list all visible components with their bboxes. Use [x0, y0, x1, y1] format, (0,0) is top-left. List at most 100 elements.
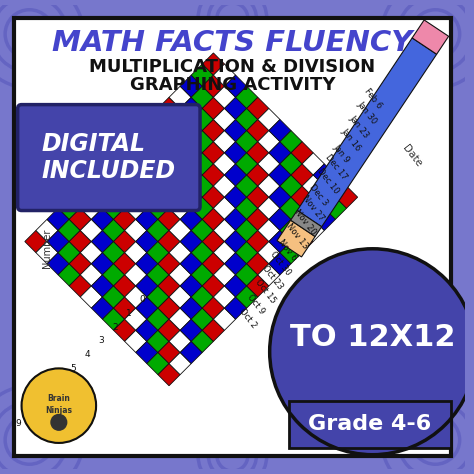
Polygon shape [147, 175, 169, 197]
Polygon shape [102, 264, 125, 286]
Polygon shape [225, 208, 246, 230]
Text: MULTIPLICATION & DIVISION: MULTIPLICATION & DIVISION [89, 58, 375, 76]
Polygon shape [91, 297, 114, 319]
Polygon shape [58, 219, 80, 242]
Polygon shape [258, 264, 280, 286]
Polygon shape [246, 253, 269, 275]
Polygon shape [114, 297, 136, 319]
Polygon shape [225, 297, 246, 319]
Polygon shape [291, 142, 313, 164]
Polygon shape [69, 230, 91, 253]
Polygon shape [69, 275, 91, 297]
Polygon shape [169, 264, 191, 286]
Polygon shape [269, 164, 291, 186]
Polygon shape [136, 253, 158, 275]
Text: 8: 8 [29, 405, 35, 414]
Polygon shape [191, 219, 213, 242]
Polygon shape [202, 208, 225, 230]
Polygon shape [158, 364, 180, 386]
Polygon shape [136, 319, 158, 341]
Polygon shape [125, 153, 147, 175]
Polygon shape [246, 208, 269, 230]
Polygon shape [225, 253, 246, 275]
Polygon shape [213, 242, 236, 264]
Polygon shape [236, 109, 258, 131]
Polygon shape [258, 153, 280, 175]
Polygon shape [269, 208, 291, 230]
Polygon shape [136, 275, 158, 297]
Polygon shape [225, 119, 246, 142]
Polygon shape [191, 330, 213, 353]
Polygon shape [147, 109, 169, 131]
Polygon shape [158, 253, 180, 275]
Polygon shape [91, 208, 114, 230]
Text: Dec 3: Dec 3 [308, 182, 330, 207]
Polygon shape [280, 175, 302, 197]
Polygon shape [158, 97, 180, 119]
Polygon shape [191, 153, 213, 175]
Polygon shape [125, 330, 147, 353]
Polygon shape [280, 153, 302, 175]
Polygon shape [202, 186, 225, 208]
Polygon shape [25, 230, 47, 253]
Text: Oct 23: Oct 23 [261, 264, 285, 291]
Polygon shape [80, 286, 102, 308]
Polygon shape [236, 242, 258, 264]
Text: 0: 0 [139, 295, 145, 304]
Polygon shape [336, 186, 358, 208]
Polygon shape [114, 142, 136, 164]
Polygon shape [80, 219, 102, 242]
Polygon shape [202, 297, 225, 319]
Polygon shape [158, 164, 180, 186]
Polygon shape [125, 131, 147, 153]
Polygon shape [114, 253, 136, 275]
Polygon shape [91, 275, 114, 297]
Polygon shape [125, 308, 147, 330]
Text: 2: 2 [112, 323, 118, 332]
Text: Nov 13: Nov 13 [284, 221, 310, 251]
Text: Oct 30: Oct 30 [269, 250, 293, 277]
Polygon shape [291, 210, 322, 237]
Polygon shape [180, 230, 202, 253]
Polygon shape [246, 230, 269, 253]
Polygon shape [213, 175, 236, 197]
Polygon shape [202, 75, 225, 97]
Polygon shape [225, 75, 246, 97]
Polygon shape [147, 131, 169, 153]
Polygon shape [202, 253, 225, 275]
Text: Oct 9: Oct 9 [245, 293, 266, 316]
Polygon shape [47, 253, 69, 275]
Polygon shape [202, 142, 225, 164]
Polygon shape [169, 109, 191, 131]
Text: 1: 1 [126, 309, 131, 318]
Text: Brain: Brain [47, 394, 70, 403]
Polygon shape [180, 297, 202, 319]
Polygon shape [291, 164, 313, 186]
Polygon shape [180, 164, 202, 186]
Polygon shape [147, 286, 169, 308]
Polygon shape [114, 208, 136, 230]
Polygon shape [58, 197, 80, 219]
Polygon shape [125, 175, 147, 197]
Polygon shape [102, 219, 125, 242]
Polygon shape [158, 186, 180, 208]
Polygon shape [147, 353, 169, 374]
Polygon shape [125, 242, 147, 264]
Polygon shape [246, 119, 269, 142]
Polygon shape [280, 131, 302, 153]
Polygon shape [236, 197, 258, 219]
Polygon shape [58, 242, 80, 264]
Polygon shape [91, 253, 114, 275]
Text: Nov 6: Nov 6 [276, 237, 299, 262]
Polygon shape [225, 142, 246, 164]
Polygon shape [136, 208, 158, 230]
Polygon shape [213, 131, 236, 153]
Polygon shape [102, 308, 125, 330]
Text: Oct 15: Oct 15 [253, 277, 277, 305]
Polygon shape [258, 219, 280, 242]
Polygon shape [313, 164, 336, 186]
Polygon shape [158, 319, 180, 341]
Polygon shape [213, 64, 236, 86]
Polygon shape [258, 197, 280, 219]
Polygon shape [202, 97, 225, 119]
